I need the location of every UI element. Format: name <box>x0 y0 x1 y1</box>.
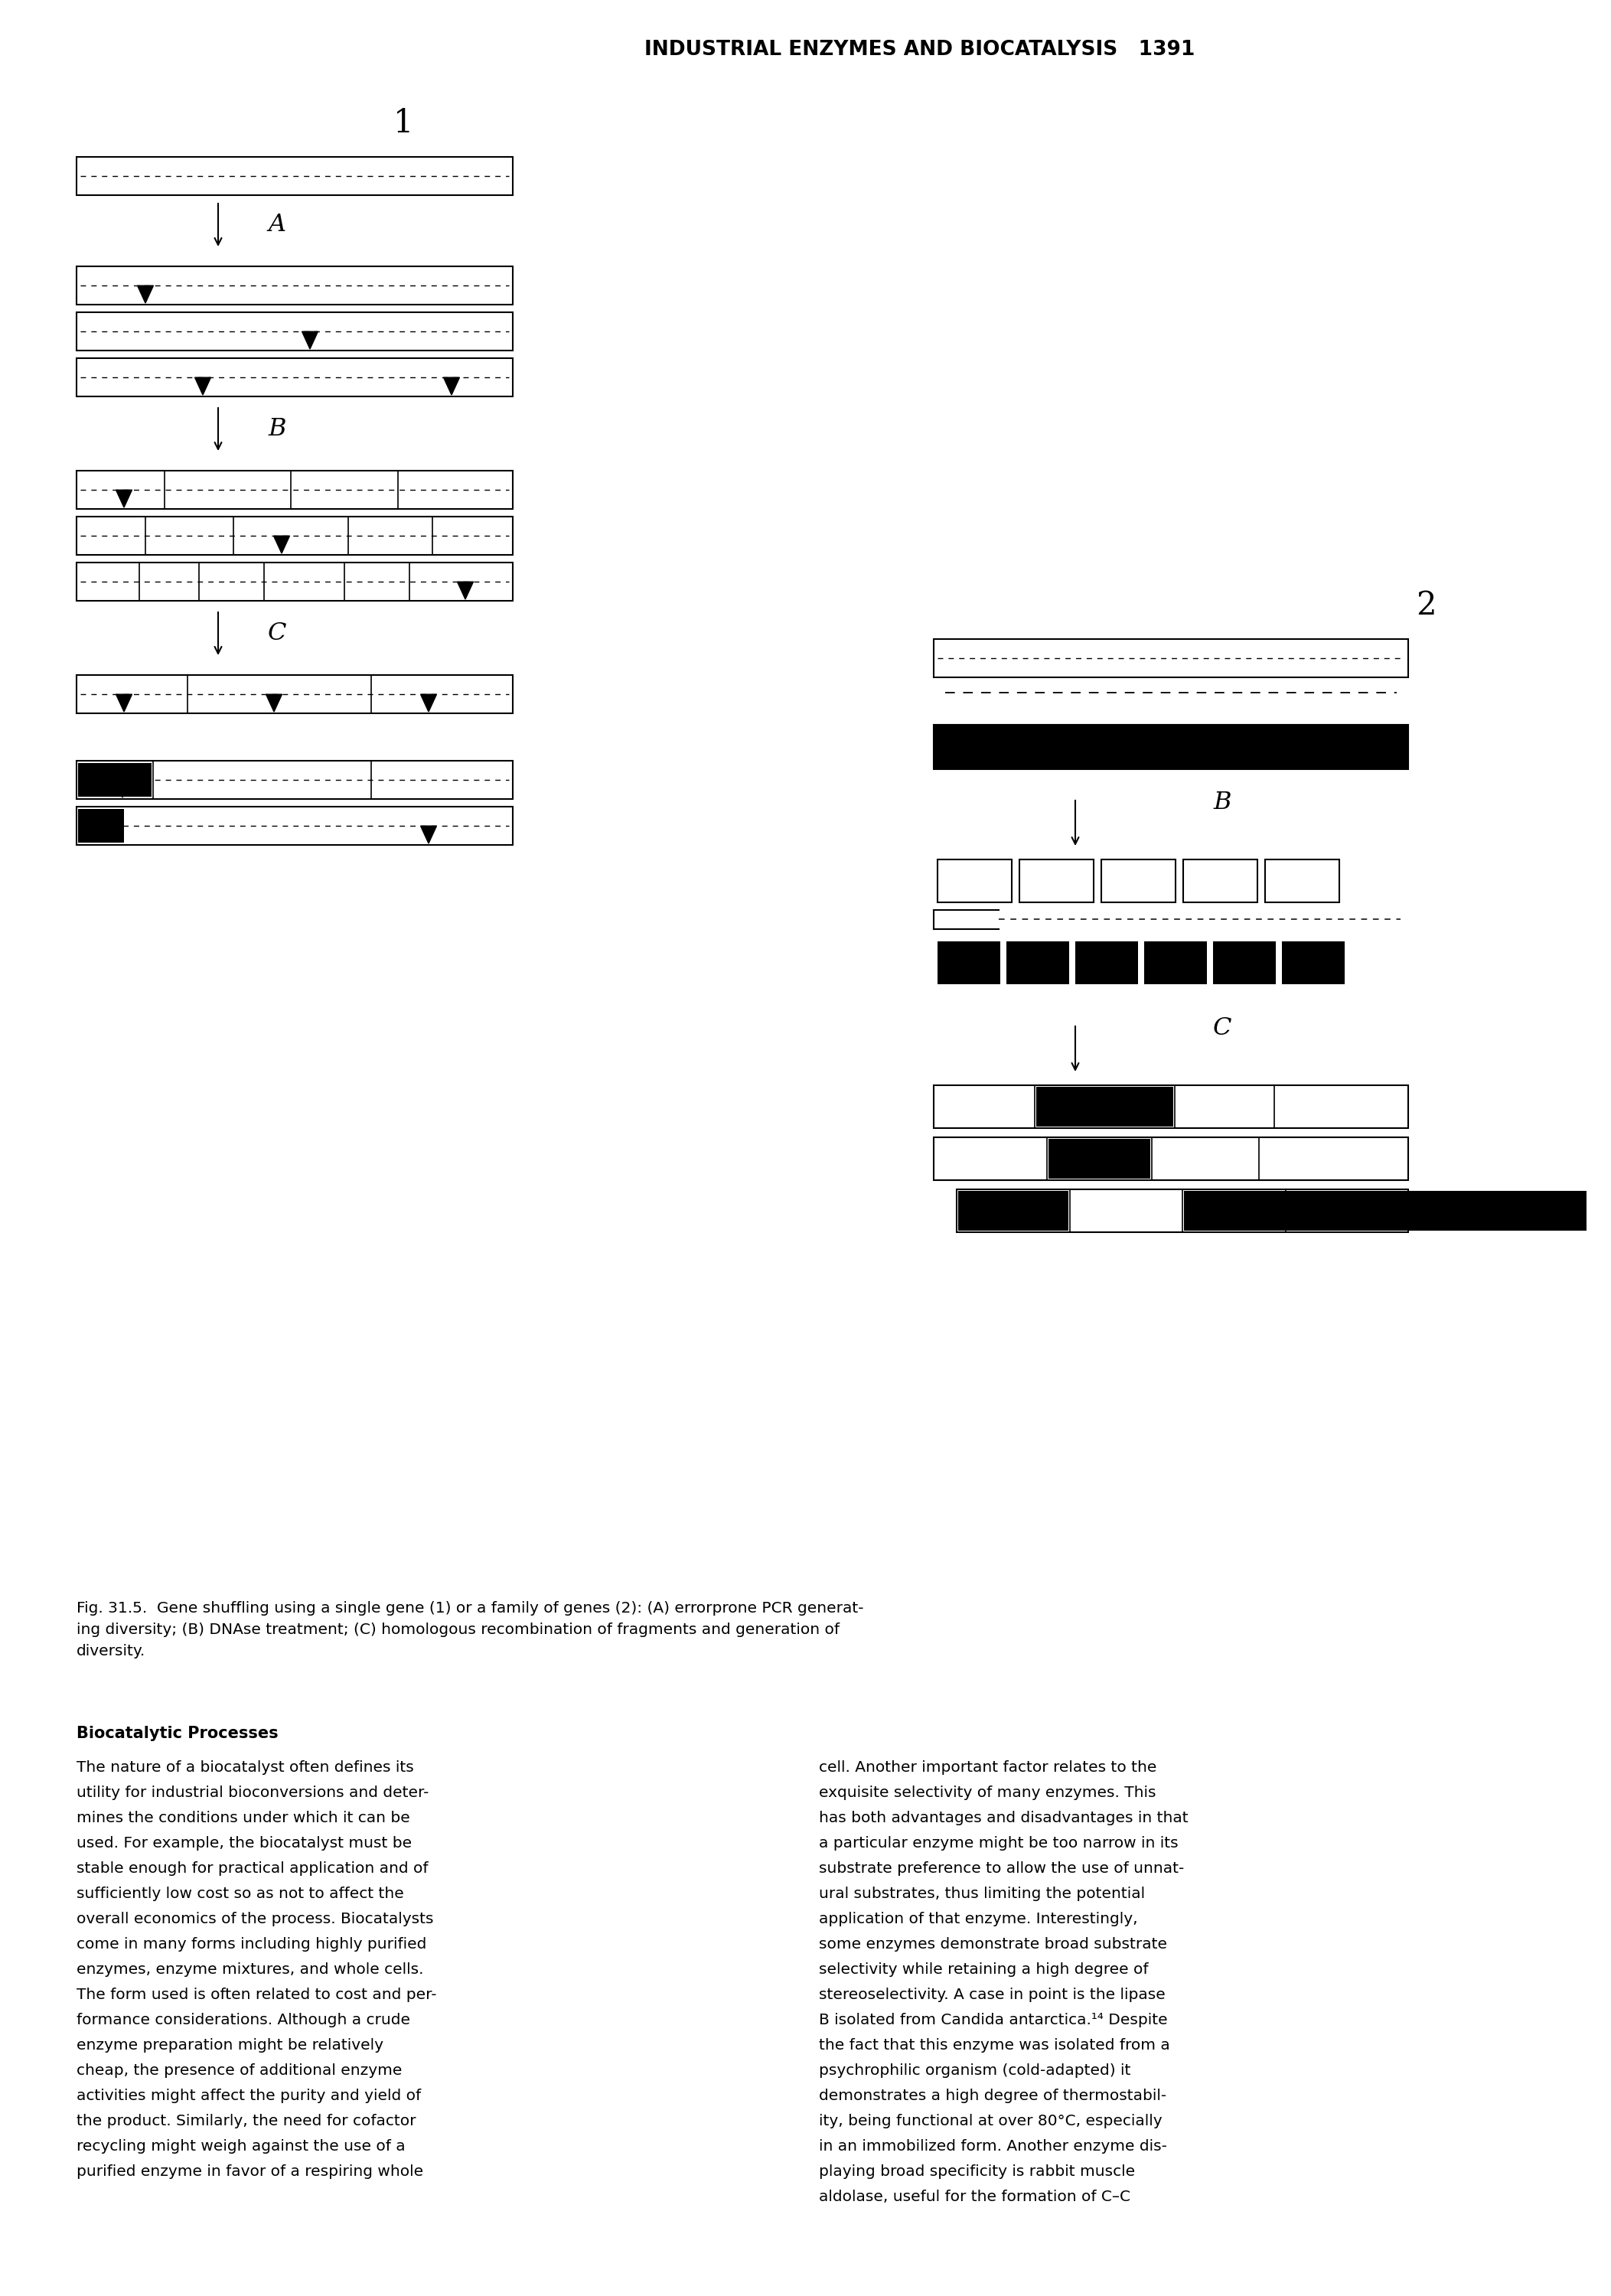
Bar <box>934 726 1408 769</box>
Bar <box>959 1192 1068 1231</box>
Polygon shape <box>114 781 130 797</box>
Text: used. For example, the biocatalyst must be: used. For example, the biocatalyst must … <box>77 1837 412 1851</box>
Text: demonstrates a high degree of thermostabil-: demonstrates a high degree of thermostab… <box>818 2089 1166 2103</box>
Text: cheap, the presence of additional enzyme: cheap, the presence of additional enzyme <box>77 2064 403 2078</box>
Text: purified enzyme in favor of a respiring whole: purified enzyme in favor of a respiring … <box>77 2165 424 2179</box>
Text: selectivity while retaining a high degree of: selectivity while retaining a high degre… <box>818 1963 1149 1977</box>
Text: the fact that this enzyme was isolated from a: the fact that this enzyme was isolated f… <box>818 2039 1170 2053</box>
Polygon shape <box>116 693 132 712</box>
Text: psychrophilic organism (cold-adapted) it: psychrophilic organism (cold-adapted) it <box>818 2064 1131 2078</box>
Text: formance considerations. Although a crude: formance considerations. Although a crud… <box>77 2014 411 2027</box>
Bar <box>1282 941 1345 985</box>
Bar <box>1075 941 1137 985</box>
Text: INDUSTRIAL ENZYMES AND BIOCATALYSIS   1391: INDUSTRIAL ENZYMES AND BIOCATALYSIS 1391 <box>644 39 1195 60</box>
Polygon shape <box>301 331 317 349</box>
Text: 1: 1 <box>393 108 414 140</box>
Bar <box>77 358 512 397</box>
Text: in an immobilized form. Another enzyme dis-: in an immobilized form. Another enzyme d… <box>818 2140 1166 2154</box>
Text: some enzymes demonstrate broad substrate: some enzymes demonstrate broad substrate <box>818 1938 1166 1952</box>
Bar <box>77 760 512 799</box>
Text: sufficiently low cost so as not to affect the: sufficiently low cost so as not to affec… <box>77 1887 404 1901</box>
Polygon shape <box>420 827 437 843</box>
Bar <box>1213 941 1276 985</box>
Bar <box>1184 1192 1587 1231</box>
Text: the product. Similarly, the need for cofactor: the product. Similarly, the need for cof… <box>77 2115 416 2128</box>
Polygon shape <box>443 377 459 395</box>
Bar <box>77 471 512 510</box>
Text: stereoselectivity. A case in point is the lipase: stereoselectivity. A case in point is th… <box>818 1988 1165 2002</box>
Text: mines the conditions under which it can be: mines the conditions under which it can … <box>77 1812 411 1825</box>
Polygon shape <box>266 693 282 712</box>
Text: come in many forms including highly purified: come in many forms including highly puri… <box>77 1938 427 1952</box>
Text: utility for industrial bioconversions and deter-: utility for industrial bioconversions an… <box>77 1786 429 1800</box>
Text: Biocatalytic Processes: Biocatalytic Processes <box>77 1727 279 1740</box>
Polygon shape <box>195 377 211 395</box>
Bar <box>957 1189 1408 1233</box>
Bar <box>1102 859 1176 902</box>
Polygon shape <box>137 285 153 303</box>
Text: ural substrates, thus limiting the potential: ural substrates, thus limiting the poten… <box>818 1887 1145 1901</box>
Bar <box>1265 859 1339 902</box>
Text: enzymes, enzyme mixtures, and whole cells.: enzymes, enzyme mixtures, and whole cell… <box>77 1963 424 1977</box>
Text: Fig. 31.5.  Gene shuffling using a single gene (1) or a family of genes (2): (A): Fig. 31.5. Gene shuffling using a single… <box>77 1600 863 1616</box>
Text: overall economics of the process. Biocatalysts: overall economics of the process. Biocat… <box>77 1913 433 1926</box>
Bar <box>1182 859 1258 902</box>
Polygon shape <box>116 489 132 507</box>
Text: application of that enzyme. Interestingly,: application of that enzyme. Interestingl… <box>818 1913 1137 1926</box>
Bar <box>77 806 512 845</box>
Text: has both advantages and disadvantages in that: has both advantages and disadvantages in… <box>818 1812 1189 1825</box>
Text: activities might affect the purity and yield of: activities might affect the purity and y… <box>77 2089 420 2103</box>
Text: C: C <box>1213 1017 1232 1040</box>
Bar <box>1007 941 1070 985</box>
Polygon shape <box>458 581 474 599</box>
Text: diversity.: diversity. <box>77 1644 145 1658</box>
Bar <box>1144 941 1207 985</box>
Text: The form used is often related to cost and per-: The form used is often related to cost a… <box>77 1988 437 2002</box>
Text: B: B <box>1213 790 1231 815</box>
Bar <box>1020 859 1094 902</box>
Text: C: C <box>267 622 287 645</box>
Bar <box>1036 1086 1173 1127</box>
Text: ity, being functional at over 80°C, especially: ity, being functional at over 80°C, espe… <box>818 2115 1162 2128</box>
Bar <box>1049 1139 1150 1178</box>
Polygon shape <box>274 535 290 553</box>
Bar <box>77 762 151 797</box>
Bar <box>77 675 512 714</box>
Bar <box>77 563 512 602</box>
Text: 2: 2 <box>1416 590 1437 622</box>
Text: aldolase, useful for the formation of C–C: aldolase, useful for the formation of C–… <box>818 2190 1131 2204</box>
Text: a particular enzyme might be too narrow in its: a particular enzyme might be too narrow … <box>818 1837 1178 1851</box>
Bar <box>77 266 512 305</box>
Bar <box>934 638 1408 677</box>
Bar <box>77 808 124 843</box>
Bar <box>938 859 1012 902</box>
Bar <box>77 156 512 195</box>
Text: exquisite selectivity of many enzymes. This: exquisite selectivity of many enzymes. T… <box>818 1786 1157 1800</box>
Text: stable enough for practical application and of: stable enough for practical application … <box>77 1862 429 1876</box>
Text: B isolated from Candida antarctica.¹⁴ Despite: B isolated from Candida antarctica.¹⁴ De… <box>818 2014 1168 2027</box>
Text: A: A <box>267 214 285 236</box>
Text: substrate preference to allow the use of unnat-: substrate preference to allow the use of… <box>818 1862 1184 1876</box>
Text: The nature of a biocatalyst often defines its: The nature of a biocatalyst often define… <box>77 1761 414 1775</box>
Text: ing diversity; (B) DNAse treatment; (C) homologous recombination of fragments an: ing diversity; (B) DNAse treatment; (C) … <box>77 1623 839 1637</box>
Text: playing broad specificity is rabbit muscle: playing broad specificity is rabbit musc… <box>818 2165 1136 2179</box>
Bar <box>77 517 512 556</box>
Bar <box>934 1086 1408 1127</box>
Text: enzyme preparation might be relatively: enzyme preparation might be relatively <box>77 2039 383 2053</box>
Bar <box>938 941 1000 985</box>
Bar <box>934 1137 1408 1180</box>
Text: cell. Another important factor relates to the: cell. Another important factor relates t… <box>818 1761 1157 1775</box>
Text: recycling might weigh against the use of a: recycling might weigh against the use of… <box>77 2140 406 2154</box>
Polygon shape <box>420 693 437 712</box>
Text: B: B <box>267 418 285 441</box>
Bar <box>77 312 512 351</box>
